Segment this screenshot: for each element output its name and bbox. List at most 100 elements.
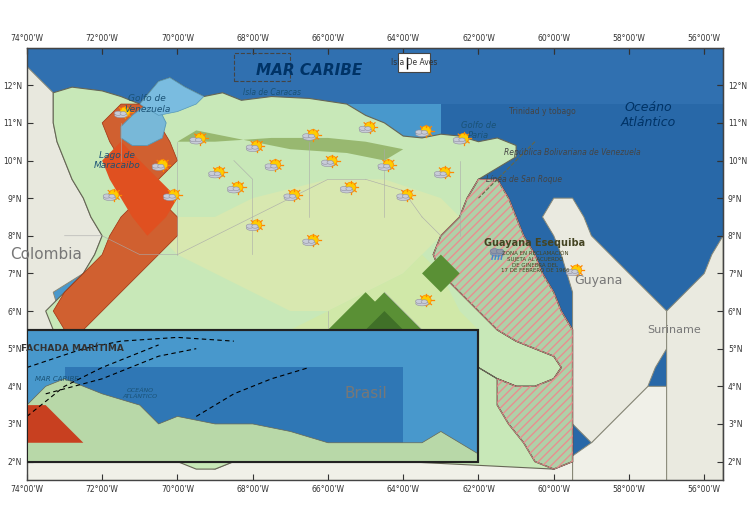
Ellipse shape bbox=[359, 126, 367, 130]
Ellipse shape bbox=[290, 194, 296, 198]
Ellipse shape bbox=[284, 196, 296, 201]
Ellipse shape bbox=[164, 194, 171, 198]
Circle shape bbox=[308, 129, 318, 140]
Bar bbox=[27, 343, 723, 351]
Polygon shape bbox=[328, 292, 385, 341]
Bar bbox=[27, 77, 723, 83]
Circle shape bbox=[346, 182, 356, 193]
Bar bbox=[27, 445, 723, 451]
Ellipse shape bbox=[327, 161, 333, 164]
Bar bbox=[27, 163, 723, 170]
Bar bbox=[27, 451, 723, 459]
Ellipse shape bbox=[303, 136, 316, 140]
Ellipse shape bbox=[378, 164, 386, 168]
Bar bbox=[27, 466, 723, 473]
Ellipse shape bbox=[340, 188, 353, 193]
Bar bbox=[27, 437, 723, 445]
Ellipse shape bbox=[233, 187, 239, 191]
Ellipse shape bbox=[209, 172, 216, 176]
Text: Guyana: Guyana bbox=[574, 275, 623, 287]
Polygon shape bbox=[404, 330, 460, 379]
Ellipse shape bbox=[169, 194, 176, 198]
Ellipse shape bbox=[422, 300, 428, 304]
Bar bbox=[27, 235, 723, 242]
Bar bbox=[27, 83, 723, 91]
Text: MAR CARIBE: MAR CARIBE bbox=[256, 63, 362, 78]
Circle shape bbox=[421, 295, 431, 305]
Text: FACHADA MARÍTIMA: FACHADA MARÍTIMA bbox=[20, 344, 124, 353]
Text: Brasil: Brasil bbox=[344, 386, 387, 401]
Polygon shape bbox=[27, 48, 723, 104]
Bar bbox=[27, 213, 723, 221]
Ellipse shape bbox=[104, 196, 116, 201]
Circle shape bbox=[458, 133, 469, 144]
Text: Colombia: Colombia bbox=[10, 247, 82, 262]
Ellipse shape bbox=[247, 226, 259, 231]
Ellipse shape bbox=[265, 164, 272, 168]
Ellipse shape bbox=[566, 269, 574, 274]
Bar bbox=[27, 351, 723, 358]
Ellipse shape bbox=[209, 173, 221, 178]
Text: Suriname: Suriname bbox=[647, 325, 701, 335]
Ellipse shape bbox=[227, 188, 240, 193]
Bar bbox=[27, 206, 723, 213]
Polygon shape bbox=[178, 130, 404, 161]
Ellipse shape bbox=[397, 196, 410, 201]
Ellipse shape bbox=[364, 127, 371, 130]
Polygon shape bbox=[140, 78, 204, 115]
Circle shape bbox=[251, 220, 262, 230]
Ellipse shape bbox=[322, 162, 334, 167]
Bar bbox=[27, 228, 723, 235]
Bar bbox=[27, 170, 723, 177]
Bar bbox=[27, 394, 723, 401]
Bar bbox=[27, 423, 723, 430]
Bar bbox=[27, 192, 723, 199]
Bar bbox=[27, 408, 723, 416]
Ellipse shape bbox=[416, 301, 428, 306]
Ellipse shape bbox=[459, 138, 465, 142]
Bar bbox=[27, 473, 723, 480]
Ellipse shape bbox=[252, 224, 258, 228]
Polygon shape bbox=[27, 48, 723, 480]
Bar bbox=[27, 330, 478, 461]
Polygon shape bbox=[253, 254, 478, 405]
Ellipse shape bbox=[397, 194, 404, 198]
Ellipse shape bbox=[190, 137, 197, 142]
Ellipse shape bbox=[490, 251, 504, 256]
Polygon shape bbox=[27, 405, 83, 443]
Text: Oceáno
Atlántico: Oceáno Atlántico bbox=[620, 101, 676, 129]
Polygon shape bbox=[433, 180, 572, 469]
Bar bbox=[27, 459, 723, 466]
Ellipse shape bbox=[246, 224, 254, 228]
Ellipse shape bbox=[359, 128, 372, 133]
Bar bbox=[27, 293, 723, 300]
Bar bbox=[27, 386, 723, 394]
Ellipse shape bbox=[434, 172, 442, 176]
Ellipse shape bbox=[340, 186, 348, 191]
Bar bbox=[27, 336, 723, 343]
Polygon shape bbox=[121, 104, 166, 145]
Ellipse shape bbox=[453, 137, 460, 142]
Bar bbox=[27, 372, 723, 380]
Bar bbox=[27, 365, 723, 372]
Polygon shape bbox=[667, 236, 723, 480]
Ellipse shape bbox=[496, 249, 504, 253]
Bar bbox=[27, 286, 723, 293]
Ellipse shape bbox=[422, 130, 428, 134]
Text: Golfo de
Venezuela: Golfo de Venezuela bbox=[124, 95, 170, 114]
Polygon shape bbox=[46, 78, 572, 469]
Bar bbox=[27, 156, 723, 163]
Ellipse shape bbox=[152, 166, 165, 171]
Bar bbox=[27, 69, 723, 77]
Ellipse shape bbox=[572, 270, 578, 274]
Bar bbox=[64, 367, 404, 443]
Ellipse shape bbox=[227, 186, 235, 191]
Bar bbox=[27, 329, 723, 336]
Circle shape bbox=[270, 159, 280, 170]
Circle shape bbox=[421, 126, 431, 136]
Ellipse shape bbox=[383, 164, 390, 168]
Ellipse shape bbox=[120, 111, 126, 115]
Bar bbox=[27, 177, 723, 185]
Bar bbox=[27, 257, 723, 264]
Ellipse shape bbox=[271, 164, 277, 168]
